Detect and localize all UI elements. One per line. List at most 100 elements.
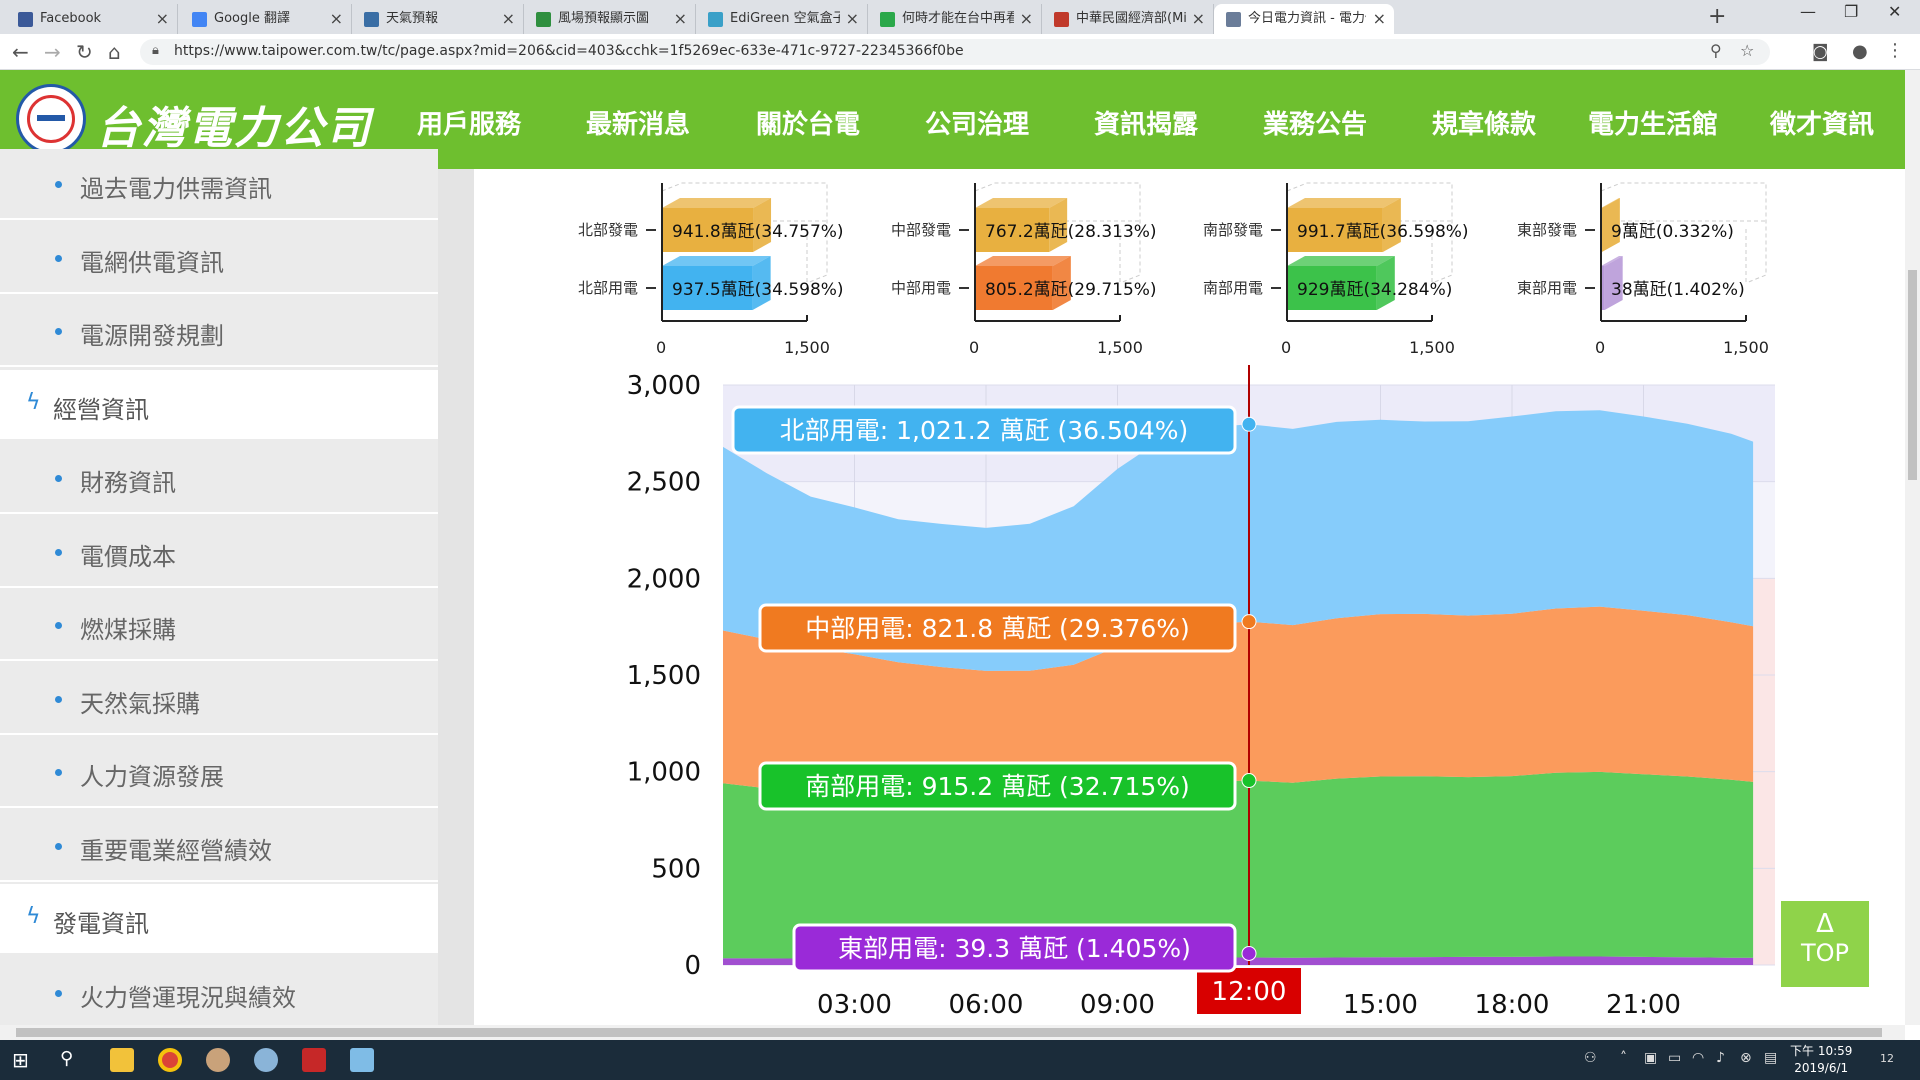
bar-top-face [1287, 256, 1395, 266]
bar-category-label: 北部發電 [578, 221, 638, 239]
reload-icon[interactable]: ↻ [76, 40, 93, 64]
people-icon[interactable]: ⚇ [1584, 1050, 1597, 1066]
close-window-icon[interactable]: ✕ [1888, 2, 1902, 21]
file-explorer-icon[interactable] [110, 1048, 134, 1072]
windows-taskbar: ⊞ ⚲ ⚇ ˄ ▣ ▭ ◠ ♪ ⊗ ▤ 下午 10:59 2019/6/1 12 [0, 1040, 1920, 1080]
browser-tab[interactable]: 何時才能在台中再看到這樣 × [868, 4, 1042, 34]
nav-item[interactable]: 用戶服務 [417, 110, 522, 140]
extension-icon[interactable]: ◙ [1812, 42, 1829, 62]
sidebar-item[interactable]: 人力資源發展 [0, 737, 438, 808]
tab-close-icon[interactable]: × [673, 9, 687, 28]
bookmark-star-icon[interactable]: ☆ [1740, 41, 1755, 60]
battery-icon[interactable]: ▭ [1668, 1050, 1682, 1066]
tab-close-icon[interactable]: × [1019, 9, 1033, 28]
notification-count[interactable]: 12 [1880, 1052, 1894, 1065]
profile-icon[interactable]: ● [1852, 41, 1868, 62]
zoom-icon[interactable]: ⚲ [1710, 41, 1722, 60]
tick-label: 0 [1281, 338, 1291, 357]
sidebar-item[interactable]: 電源開發規劃 [0, 296, 438, 367]
sidebar-item[interactable]: 電網供電資訊 [0, 222, 438, 294]
minimize-icon[interactable]: — [1800, 2, 1816, 21]
back-icon[interactable]: ← [12, 40, 29, 64]
plus-icon[interactable]: + [1708, 4, 1727, 29]
tab-close-icon[interactable]: × [845, 9, 859, 28]
taipower-logo-icon[interactable] [16, 84, 86, 154]
sidebar-item[interactable]: 電價成本 [0, 516, 438, 588]
nav-item[interactable]: 電力生活館 [1588, 110, 1719, 140]
app-icon-2[interactable] [254, 1048, 278, 1072]
tooltip-text: 北部用電: 1,021.2 萬瓩 (36.504%) [780, 416, 1188, 445]
series-tooltip: 北部用電: 1,021.2 萬瓩 (36.504%) [731, 405, 1237, 455]
browser-tab[interactable]: EdiGreen 空氣盒子 × [696, 4, 868, 34]
region-bar-charts: 北部發電 941.8萬瓩(34.757%) 北部用電 937.5萬瓩(34.598%)… [578, 182, 1769, 357]
x-tick-label: 06:00 [949, 990, 1024, 1020]
maximize-icon[interactable]: ❐ [1844, 2, 1859, 21]
sidebar-item-label: 過去電力供需資訊 [80, 175, 272, 203]
sidebar-category[interactable]: ϟ 發電資訊 [0, 884, 438, 955]
sidebar-category[interactable]: ϟ 經營資訊 [0, 369, 438, 441]
bar-value-label: 767.2萬瓩(28.313%) [985, 222, 1157, 242]
sidebar-item[interactable]: 燃煤採購 [0, 590, 438, 661]
bullet-icon [55, 181, 62, 188]
sidebar-item[interactable]: 天然氣採購 [0, 663, 438, 735]
browser-tab[interactable]: Google 翻譯 × [180, 4, 352, 34]
series-tooltip: 中部用電: 821.8 萬瓩 (29.376%) [758, 603, 1237, 653]
windows-start-icon[interactable]: ⊞ [12, 1048, 29, 1072]
search-icon[interactable]: ⚲ [60, 1048, 74, 1069]
bar-top-face [1601, 256, 1623, 266]
nav-item[interactable]: 徵才資訊 [1770, 110, 1875, 140]
bar-gen [1287, 198, 1401, 252]
nav-item[interactable]: 規章條款 [1432, 110, 1537, 140]
tray-chevron-icon[interactable]: ˄ [1620, 1050, 1627, 1066]
nav-item[interactable]: 最新消息 [586, 110, 691, 140]
top-arrow-icon: Δ [1816, 909, 1834, 939]
tab-close-icon[interactable]: × [329, 9, 343, 28]
bar-category-label: 中部用電 [891, 279, 951, 297]
browser-tab[interactable]: 風場預報顯示圖 × [524, 4, 696, 34]
app-icon-3[interactable] [302, 1048, 326, 1072]
horizontal-scroll-thumb[interactable] [16, 1028, 1882, 1037]
volume-icon[interactable]: ♪ [1716, 1050, 1725, 1066]
tab-title: Google 翻譯 [214, 11, 290, 26]
tab-close-icon[interactable]: × [1191, 9, 1205, 28]
browser-tab[interactable]: 中華民國經濟部(Ministry of × [1042, 4, 1214, 34]
vertical-scroll-thumb[interactable] [1908, 270, 1917, 480]
browser-tab[interactable]: 今日電力資訊 - 電力供需資 × [1214, 4, 1394, 34]
bullet-icon [55, 254, 62, 262]
nav-item[interactable]: 關於台電 [756, 110, 861, 140]
sidebar-item[interactable]: 重要電業經營績效 [0, 810, 438, 882]
menu-dots-icon[interactable]: ⋮ [1886, 40, 1904, 61]
sidebar-item[interactable]: 火力營運現況與績效 [0, 957, 438, 1029]
chrome-icon[interactable] [158, 1048, 182, 1072]
tick-label: 1,500 [1723, 338, 1769, 357]
bullet-icon [55, 695, 62, 703]
tab-close-icon[interactable]: × [155, 9, 169, 28]
site-logo-text[interactable]: 台灣電力公司 [96, 103, 372, 154]
app-icon-1[interactable] [206, 1048, 230, 1072]
panel-frame [1286, 182, 1453, 284]
security-icon[interactable]: ▣ [1644, 1050, 1658, 1066]
tab-close-icon[interactable]: × [501, 9, 515, 28]
nav-item[interactable]: 公司治理 [925, 110, 1030, 140]
system-clock[interactable]: 下午 10:59 2019/6/1 [1790, 1043, 1852, 1077]
wifi-icon[interactable]: ◠ [1692, 1050, 1705, 1066]
sidebar-item[interactable]: 財務資訊 [0, 443, 438, 514]
series-marker [1241, 773, 1257, 789]
sidebar-item[interactable]: 過去電力供需資訊 [0, 149, 438, 220]
nav-item[interactable]: 業務公告 [1263, 110, 1368, 140]
back-to-top-button[interactable]: Δ TOP [1781, 901, 1869, 987]
browser-tab[interactable]: 天氣預報 × [352, 4, 524, 34]
bar-value-label: 38萬瓩(1.402%) [1611, 280, 1745, 300]
app-icon-4[interactable] [350, 1048, 374, 1072]
horizontal-scrollbar[interactable] [0, 1025, 1905, 1040]
tab-close-icon[interactable]: × [1372, 9, 1386, 28]
forward-icon[interactable]: → [44, 40, 61, 64]
url-input[interactable]: 🔒︎ https://www.taipower.com.tw/tc/page.a… [140, 39, 1770, 65]
keyboard-icon[interactable]: ▤ [1764, 1050, 1778, 1066]
nav-item[interactable]: 資訊揭露 [1094, 110, 1199, 140]
tray-close-icon[interactable]: ⊗ [1740, 1050, 1752, 1066]
vertical-scrollbar[interactable] [1905, 70, 1920, 1025]
bullet-icon [55, 842, 62, 850]
browser-tab[interactable]: Facebook × [6, 4, 178, 34]
home-icon[interactable]: ⌂ [108, 40, 121, 64]
